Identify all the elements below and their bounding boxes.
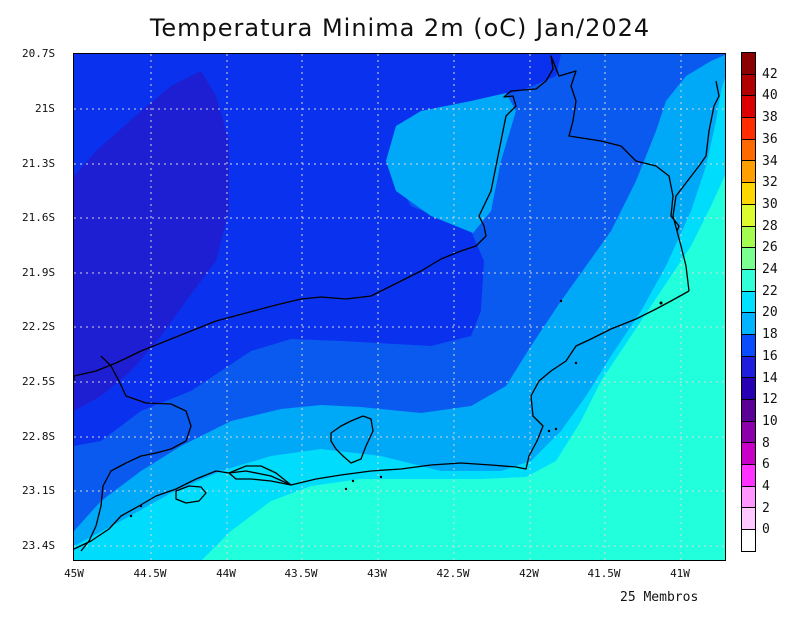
border-mg-rj: [74, 55, 680, 377]
colorbar-cell: [741, 420, 756, 444]
lon-label: 41W: [670, 567, 690, 580]
colorbar-label: 38: [762, 110, 778, 126]
colorbar: [741, 52, 756, 552]
colorbar-label: 40: [762, 88, 778, 104]
lon-label: 43.5W: [284, 567, 318, 580]
colorbar-label: 22: [762, 283, 778, 299]
colorbar-cell: [741, 117, 756, 140]
colorbar-cell: [741, 464, 756, 487]
state-boundaries: [74, 55, 720, 552]
border-es-rj: [676, 230, 690, 292]
lat-label: 21.3S: [22, 157, 56, 170]
lat-label: 21.6S: [22, 211, 56, 224]
colorbar-label: 28: [762, 218, 778, 234]
lat-label: 21.9S: [22, 266, 56, 279]
colorbar-label: 14: [762, 370, 778, 386]
colorbar-label: 8: [762, 435, 770, 451]
colorbar-label: 36: [762, 131, 778, 147]
colorbar-cell: [741, 399, 756, 422]
lat-label: 21S: [35, 102, 55, 115]
lon-label: 42.5W: [436, 567, 470, 580]
colorbar-cell: [741, 225, 756, 249]
colorbar-cell: [741, 333, 756, 357]
lon-label: 41.5W: [587, 567, 621, 580]
grid-lines: [74, 54, 725, 560]
lat-label: 22.5S: [22, 375, 56, 388]
colorbar-label: 2: [762, 500, 770, 516]
colorbar-label: 18: [762, 327, 778, 343]
lon-label: 44W: [216, 567, 236, 580]
guanabara-bay: [330, 415, 374, 464]
colorbar-cell: [741, 182, 756, 205]
colorbar-label: 42: [762, 66, 778, 82]
colorbar-cell: [741, 95, 756, 119]
colorbar-cell: [741, 355, 756, 379]
colorbar-label: 30: [762, 196, 778, 212]
map-panel: [73, 53, 726, 561]
colorbar-cell: [741, 160, 756, 184]
colorbar-label: 32: [762, 175, 778, 191]
colorbar-cell: [741, 485, 756, 509]
colorbar-cell: [741, 203, 756, 227]
lat-label: 22.8S: [22, 430, 56, 443]
border-es-coast: [672, 80, 720, 232]
field-band-24-26: [202, 175, 725, 560]
islands: [129, 299, 663, 518]
colorbar-cell: [741, 73, 756, 97]
colorbar-label: 26: [762, 240, 778, 256]
field-band-22-24-north: [386, 93, 516, 233]
colorbar-label: 12: [762, 392, 778, 408]
lat-label: 23.4S: [22, 539, 56, 552]
colorbar-label: 24: [762, 262, 778, 277]
colorbar-cell: [741, 138, 756, 162]
colorbar-cell: [741, 52, 756, 75]
colorbar-cell: [741, 268, 756, 292]
lon-label: 42W: [519, 567, 539, 580]
coastline: [74, 290, 690, 550]
field-band-22-24: [74, 77, 725, 560]
map-title: Temperatura Minima 2m (oC) Jan/2024: [149, 14, 651, 42]
colorbar-cell: [741, 312, 756, 335]
lat-label: 20.7S: [22, 47, 56, 60]
colorbar-label: 10: [762, 413, 778, 429]
border-sp-rj: [80, 355, 192, 552]
colorbar-cell: [741, 507, 756, 531]
colorbar-label: 4: [762, 479, 770, 494]
colorbar-label: 6: [762, 457, 770, 473]
lat-label: 22.2S: [22, 320, 56, 333]
colorbar-label: 34: [762, 153, 778, 169]
colorbar-cell: [741, 290, 756, 314]
coast-rj: [74, 290, 690, 550]
colorbar-label: 0: [762, 522, 770, 538]
lon-label: 43W: [367, 567, 387, 580]
lon-label: 44.5W: [133, 567, 167, 580]
colorbar-cell: [741, 247, 756, 270]
members-label: 25 Membros: [620, 590, 699, 605]
colorbar-cell: [741, 442, 756, 466]
ilha-grande: [175, 485, 207, 504]
colorbar-cell: [741, 377, 756, 400]
sepetiba-bay: [228, 465, 292, 486]
colorbar-label: 20: [762, 305, 778, 321]
colorbar-label: 16: [762, 348, 778, 364]
colorbar-cell: [741, 529, 756, 552]
lat-label: 23.1S: [22, 484, 56, 497]
lon-label: 45W: [64, 567, 84, 580]
temperature-field-map: [74, 54, 725, 560]
